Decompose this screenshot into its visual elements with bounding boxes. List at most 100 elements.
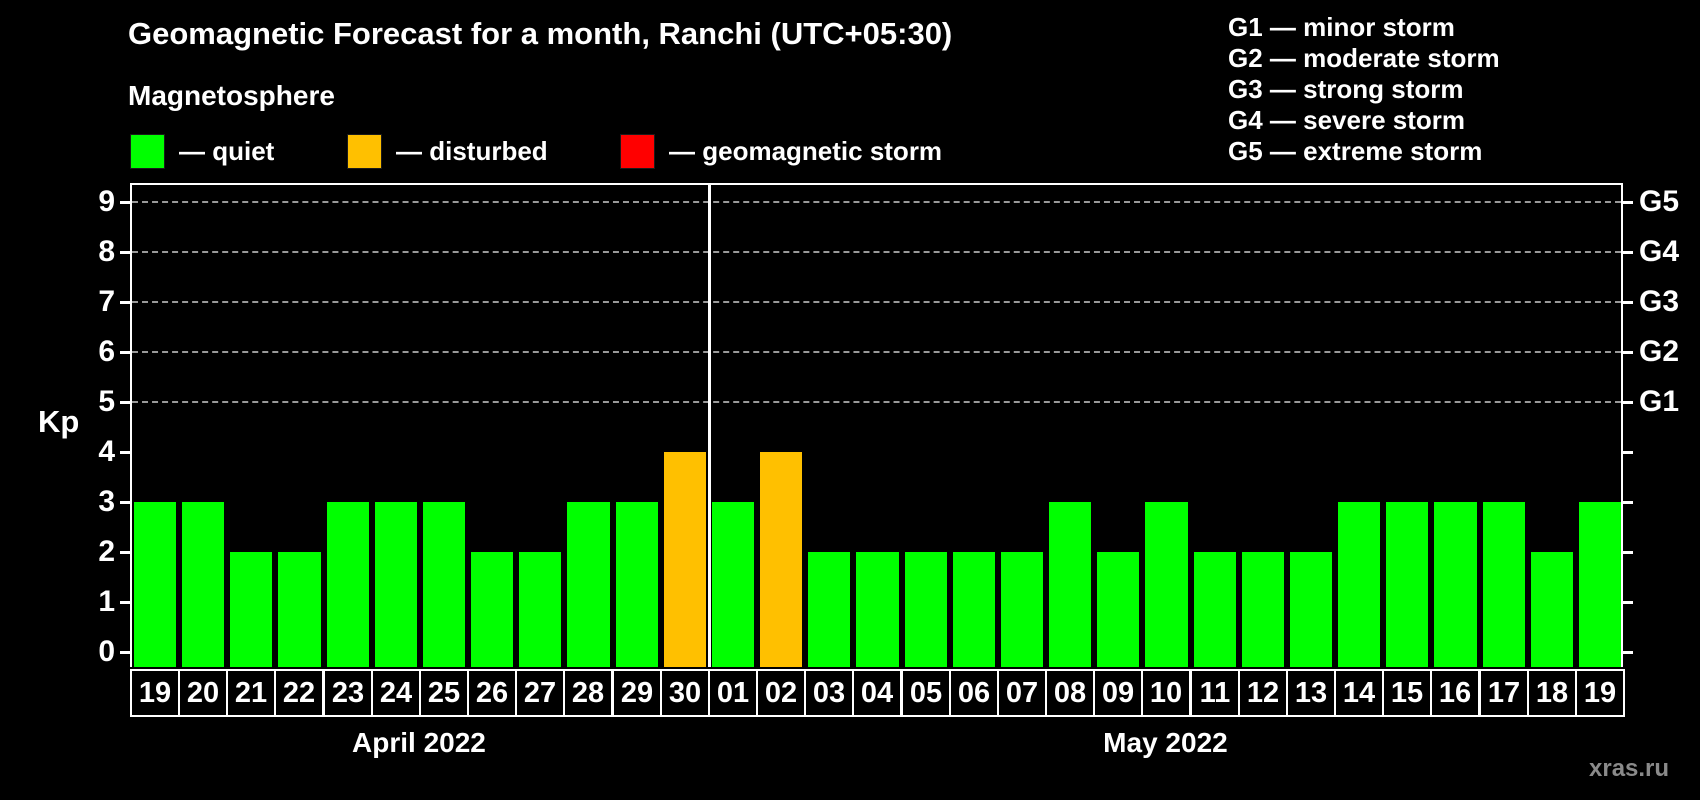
right-tick-2 [1623, 551, 1633, 554]
watermark: xras.ru [1589, 755, 1670, 782]
legend-label-disturbed: — disturbed [396, 135, 548, 166]
date-box-19-apr: 19 [130, 669, 180, 717]
kp-bar-02-may [760, 452, 803, 667]
date-box-28-apr: 28 [563, 669, 613, 717]
gridline-kp9 [132, 201, 1621, 203]
date-box-17-may: 17 [1479, 669, 1529, 717]
kp-bar-19-apr [134, 502, 177, 667]
kp-bar-13-may [1289, 552, 1333, 667]
gridline-kp8 [132, 251, 1621, 253]
right-tick-7 [1623, 301, 1633, 304]
left-tick-2 [120, 551, 130, 554]
left-tick-1 [120, 601, 130, 604]
right-axis-label-g4: G4 [1639, 235, 1680, 268]
month-label-april: April 2022 [352, 727, 486, 758]
magnetosphere-subtitle: Magnetosphere [128, 80, 335, 111]
kp-bar-30-apr [663, 452, 706, 667]
date-box-15-may: 15 [1382, 669, 1432, 717]
right-tick-5 [1623, 401, 1633, 404]
date-box-03-may: 03 [804, 669, 854, 717]
disturbed-color-swatch [347, 133, 382, 169]
chart-title: Geomagnetic Forecast for a month, Ranchi… [128, 16, 953, 51]
kp-bar-06-may [952, 552, 995, 667]
kp-bar-23-apr [326, 502, 369, 667]
right-tick-4 [1623, 451, 1633, 454]
kp-bar-07-may [1000, 552, 1044, 667]
kp-bar-18-may [1530, 552, 1573, 667]
date-box-12-may: 12 [1238, 669, 1288, 717]
kp-bar-24-apr [374, 502, 417, 667]
right-tick-6 [1623, 351, 1633, 354]
date-box-14-may: 14 [1334, 669, 1384, 717]
kp-bar-14-may [1338, 502, 1381, 667]
y-tick-label-5: 5 [98, 385, 115, 418]
legend-label-storm: — geomagnetic storm [669, 135, 943, 166]
g3-legend-line: G3 — strong storm [1228, 74, 1464, 104]
left-tick-7 [120, 301, 130, 304]
gridline-kp7 [132, 301, 1621, 303]
storm-color-swatch [620, 133, 655, 169]
date-box-02-may: 02 [756, 669, 806, 717]
y-tick-label-7: 7 [98, 285, 115, 318]
month-label-may: May 2022 [1103, 727, 1228, 758]
kp-bar-27-apr [519, 552, 562, 667]
date-box-18-may: 18 [1527, 669, 1577, 717]
date-box-27-apr: 27 [515, 669, 565, 717]
right-tick-9 [1623, 201, 1633, 204]
g5-legend-line: G5 — extreme storm [1228, 136, 1483, 166]
date-box-29-apr: 29 [612, 669, 662, 717]
legend-label-quiet: — quiet [179, 135, 275, 166]
date-box-01-may: 01 [708, 669, 758, 717]
date-box-06-may: 06 [949, 669, 999, 717]
date-box-16-may: 16 [1430, 669, 1480, 717]
kp-bar-20-apr [182, 502, 225, 667]
kp-bar-11-may [1193, 552, 1236, 667]
kp-bar-10-may [1145, 502, 1188, 667]
g1-legend-line: G1 — minor storm [1228, 12, 1455, 42]
left-tick-4 [120, 451, 130, 454]
quiet-color-swatch [130, 133, 165, 169]
date-box-20-apr: 20 [178, 669, 228, 717]
right-tick-1 [1623, 601, 1633, 604]
legend-item-storm: — geomagnetic storm [620, 133, 943, 169]
y-tick-label-9: 9 [98, 185, 115, 218]
right-tick-3 [1623, 501, 1633, 504]
kp-bar-25-apr [422, 502, 466, 667]
gridline-kp5 [132, 401, 1621, 403]
date-box-09-may: 09 [1093, 669, 1143, 717]
y-tick-label-2: 2 [98, 535, 115, 568]
date-box-04-may: 04 [852, 669, 902, 717]
g2-legend-line: G2 — moderate storm [1228, 43, 1500, 73]
date-box-11-may: 11 [1190, 669, 1240, 717]
date-box-30-apr: 30 [660, 669, 710, 717]
right-axis-label-g5: G5 [1639, 185, 1680, 218]
date-box-26-apr: 26 [467, 669, 517, 717]
date-box-10-may: 10 [1141, 669, 1191, 717]
kp-bar-28-apr [567, 502, 610, 667]
right-axis-label-g2: G2 [1639, 335, 1680, 368]
kp-bar-05-may [904, 552, 947, 667]
kp-bar-01-may [711, 502, 755, 667]
date-box-21-apr: 21 [226, 669, 276, 717]
right-axis-label-g3: G3 [1639, 285, 1680, 318]
kp-bar-29-apr [615, 502, 658, 667]
date-box-08-may: 08 [1045, 669, 1095, 717]
y-tick-label-1: 1 [98, 585, 115, 618]
date-box-07-may: 07 [997, 669, 1047, 717]
kp-bar-15-may [1386, 502, 1429, 667]
kp-bar-09-may [1097, 552, 1140, 667]
y-axis-title: Kp [38, 404, 80, 439]
left-tick-9 [120, 201, 130, 204]
g4-legend-line: G4 — severe storm [1228, 105, 1466, 135]
kp-bar-04-may [856, 552, 899, 667]
plot-area [130, 183, 1623, 667]
left-tick-3 [120, 501, 130, 504]
kp-bar-26-apr [471, 552, 514, 667]
gridline-kp6 [132, 351, 1621, 353]
kp-bar-22-apr [278, 552, 321, 667]
y-tick-label-4: 4 [98, 435, 115, 468]
kp-bar-08-may [1049, 502, 1092, 667]
month-divider-line [707, 185, 711, 667]
date-box-22-apr: 22 [274, 669, 324, 717]
